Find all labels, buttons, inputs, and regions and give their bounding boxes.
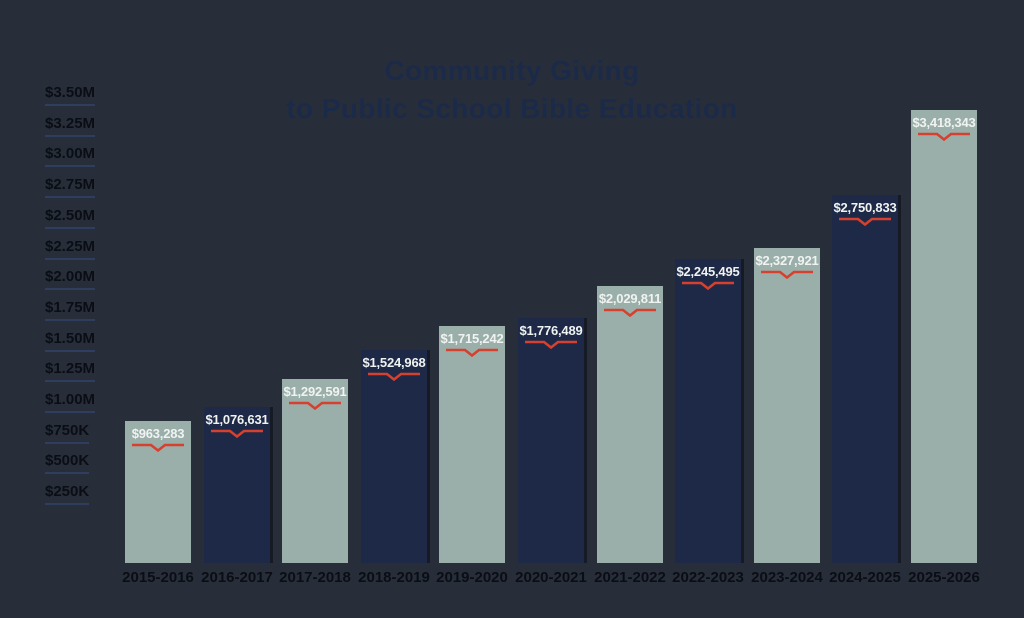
red-brace-underline-icon: [918, 132, 970, 142]
x-axis-label-2018-2019: 2018-2019: [358, 569, 430, 586]
y-axis-tick: $3.25M: [45, 115, 96, 137]
bar-value-label: $2,029,811: [598, 291, 662, 306]
y-axis-tick: $3.00M: [45, 145, 96, 168]
bar-value-label: $1,715,242: [440, 331, 504, 346]
bar-value-label: $963,283: [131, 426, 185, 441]
bar-value-label: $2,327,921: [755, 253, 819, 268]
y-axis-tick-label: $2.00M: [45, 268, 96, 291]
bar-value-label: $1,076,631: [205, 412, 269, 427]
y-axis-tick-label: $1.00M: [45, 391, 96, 413]
red-brace-underline-icon: [446, 348, 498, 358]
x-axis-label-2023-2024: 2023-2024: [751, 569, 823, 586]
red-brace-underline-icon: [132, 443, 184, 453]
bar-value-label: $1,292,591: [283, 384, 347, 399]
y-axis-tick-label: $250K: [45, 483, 90, 506]
y-axis-tick: $500K: [45, 452, 90, 475]
bar-value-label: $1,524,968: [362, 355, 426, 370]
y-axis-tick: $1.50M: [45, 330, 96, 352]
bar-value-label: $1,776,489: [519, 323, 583, 338]
y-axis-tick: $2.75M: [45, 176, 96, 199]
y-axis-tick: $1.75M: [45, 299, 96, 321]
y-axis-tick: $3.50M: [45, 84, 96, 106]
red-brace-underline-icon: [839, 217, 891, 227]
red-brace-underline-icon: [682, 281, 734, 291]
y-axis-tick-label: $1.25M: [45, 360, 96, 383]
y-axis-tick-label: $2.50M: [45, 207, 96, 229]
bar-value-label: $3,418,343: [912, 115, 976, 130]
y-axis-tick-label: $3.25M: [45, 115, 96, 137]
x-axis-label-2025-2026: 2025-2026: [908, 569, 980, 586]
x-axis-label-2022-2023: 2022-2023: [672, 569, 744, 586]
bar-2025-2026: $3,418,343: [911, 110, 977, 563]
y-axis-tick-label: $2.75M: [45, 176, 96, 199]
y-axis-tick-label: $1.75M: [45, 299, 96, 321]
bar-2018-2019: $1,524,968: [361, 350, 427, 563]
bar-2022-2023: $2,245,495: [675, 259, 741, 563]
x-axis-label-2016-2017: 2016-2017: [201, 569, 273, 586]
y-axis-tick: $250K: [45, 483, 90, 506]
y-axis-tick-label: $3.50M: [45, 84, 96, 106]
y-axis-tick-label: $750K: [45, 422, 90, 444]
red-brace-underline-icon: [289, 401, 341, 411]
y-axis-tick-label: $1.50M: [45, 330, 96, 352]
y-axis-tick: $2.25M: [45, 238, 96, 260]
red-brace-underline-icon: [368, 372, 420, 382]
red-brace-underline-icon: [604, 308, 656, 318]
y-axis-tick: $2.50M: [45, 207, 96, 229]
red-brace-underline-icon: [211, 429, 263, 439]
x-axis-label-2020-2021: 2020-2021: [515, 569, 587, 586]
bar-2023-2024: $2,327,921: [754, 248, 820, 563]
bar-2020-2021: $1,776,489: [518, 318, 584, 563]
x-axis-label-2024-2025: 2024-2025: [829, 569, 901, 586]
bar-2024-2025: $2,750,833: [832, 195, 898, 563]
bar-2021-2022: $2,029,811: [597, 286, 663, 563]
y-axis-tick: $1.00M: [45, 391, 96, 413]
bar-2019-2020: $1,715,242: [439, 326, 505, 563]
x-axis-label-2017-2018: 2017-2018: [279, 569, 351, 586]
red-brace-underline-icon: [761, 270, 813, 280]
bar-value-label: $2,750,833: [833, 200, 897, 215]
x-axis-label-2019-2020: 2019-2020: [436, 569, 508, 586]
y-axis-tick: $750K: [45, 422, 90, 444]
red-brace-underline-icon: [525, 340, 577, 350]
chart-title: Community Giving to Public School Bible …: [0, 52, 1024, 128]
x-axis-label-2015-2016: 2015-2016: [122, 569, 194, 586]
y-axis-tick-label: $2.25M: [45, 238, 96, 260]
y-axis-tick: $2.00M: [45, 268, 96, 291]
chart-title-line2: to Public School Bible Education: [286, 93, 738, 124]
chart-title-line1: Community Giving: [384, 55, 640, 86]
y-axis-tick-label: $3.00M: [45, 145, 96, 168]
bar-value-label: $2,245,495: [676, 264, 740, 279]
x-axis-label-2021-2022: 2021-2022: [594, 569, 666, 586]
bar-2015-2016: $963,283: [125, 421, 191, 563]
bar-2016-2017: $1,076,631: [204, 407, 270, 563]
y-axis-tick: $1.25M: [45, 360, 96, 383]
y-axis-tick-label: $500K: [45, 452, 90, 475]
bar-2017-2018: $1,292,591: [282, 379, 348, 563]
